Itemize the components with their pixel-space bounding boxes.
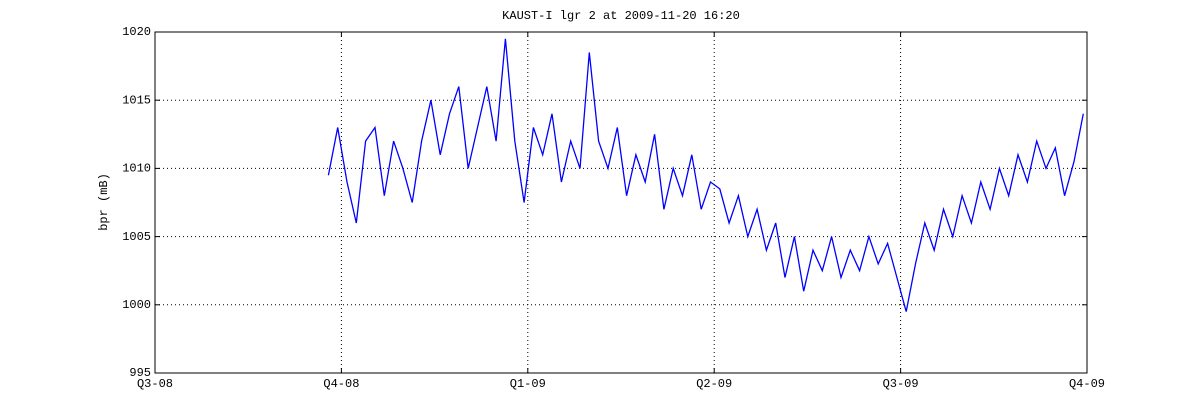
chart-title: KAUST-I lgr 2 at 2009-11-20 16:20 (502, 9, 740, 23)
y-tick-label: 1015 (122, 93, 151, 107)
x-tick-label: Q2-09 (696, 377, 732, 391)
x-tick-label: Q1-09 (510, 377, 546, 391)
y-tick-label: 1020 (122, 25, 151, 39)
x-tick-label: Q3-08 (137, 377, 173, 391)
x-tick-label: Q4-08 (323, 377, 359, 391)
y-axis-label: bpr (mB) (97, 173, 111, 231)
plot-frame (154, 31, 1088, 374)
x-tick-label: Q4-09 (1069, 377, 1105, 391)
y-tick-label: 995 (129, 366, 151, 380)
x-tick-label: Q3-09 (883, 377, 919, 391)
y-tick-label: 1010 (122, 162, 151, 176)
y-tick-label: 1005 (122, 230, 151, 244)
y-tick-label: 1000 (122, 298, 151, 312)
data-line (327, 38, 1084, 312)
